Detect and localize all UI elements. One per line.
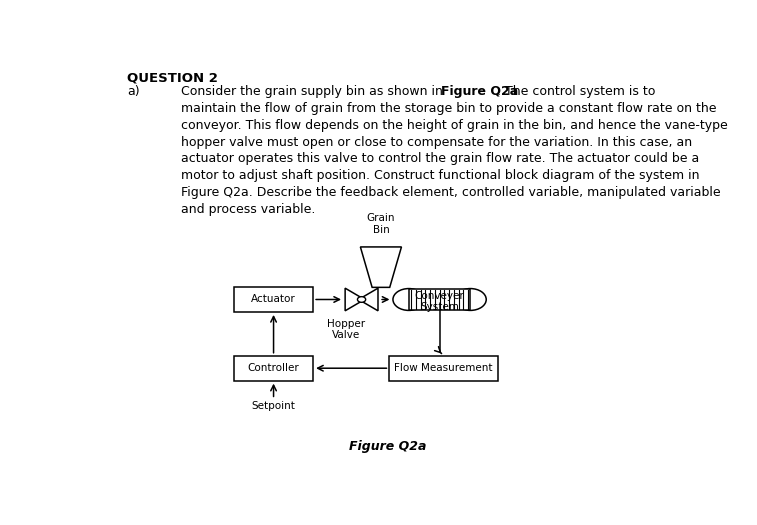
- Text: Conveyer
System: Conveyer System: [415, 291, 465, 312]
- Text: maintain the flow of grain from the storage bin to provide a constant flow rate : maintain the flow of grain from the stor…: [182, 102, 717, 115]
- Circle shape: [357, 297, 366, 302]
- Text: hopper valve must open or close to compensate for the variation. In this case, a: hopper valve must open or close to compe…: [182, 135, 693, 149]
- Text: Figure Q2a: Figure Q2a: [349, 440, 427, 453]
- Text: Figure Q2a: Figure Q2a: [441, 85, 519, 98]
- Text: Grain
Bin: Grain Bin: [366, 213, 395, 235]
- Bar: [234, 355, 313, 381]
- Text: Flow Measurement: Flow Measurement: [394, 363, 493, 373]
- Bar: [409, 289, 470, 310]
- Text: actuator operates this valve to control the grain flow rate. The actuator could : actuator operates this valve to control …: [182, 152, 699, 165]
- Text: Actuator: Actuator: [251, 295, 296, 304]
- Text: Setpoint: Setpoint: [251, 401, 295, 412]
- Text: Hopper
Valve: Hopper Valve: [327, 319, 365, 341]
- Text: . The control system is to: . The control system is to: [497, 85, 655, 98]
- Text: a): a): [127, 85, 139, 98]
- Text: Figure Q2a. Describe the feedback element, controlled variable, manipulated vari: Figure Q2a. Describe the feedback elemen…: [182, 186, 721, 199]
- Text: Consider the grain supply bin as shown in: Consider the grain supply bin as shown i…: [182, 85, 447, 98]
- Polygon shape: [360, 247, 401, 287]
- Text: Controller: Controller: [248, 363, 300, 373]
- Circle shape: [393, 289, 425, 310]
- Text: and process variable.: and process variable.: [182, 203, 316, 216]
- Polygon shape: [359, 288, 378, 311]
- Text: motor to adjust shaft position. Construct functional block diagram of the system: motor to adjust shaft position. Construc…: [182, 169, 700, 182]
- Bar: [389, 355, 498, 381]
- Bar: [234, 287, 313, 312]
- Text: conveyor. This flow depends on the height of grain in the bin, and hence the van: conveyor. This flow depends on the heigh…: [182, 119, 728, 132]
- Text: QUESTION 2: QUESTION 2: [127, 72, 218, 85]
- Polygon shape: [345, 288, 365, 311]
- Circle shape: [454, 289, 486, 310]
